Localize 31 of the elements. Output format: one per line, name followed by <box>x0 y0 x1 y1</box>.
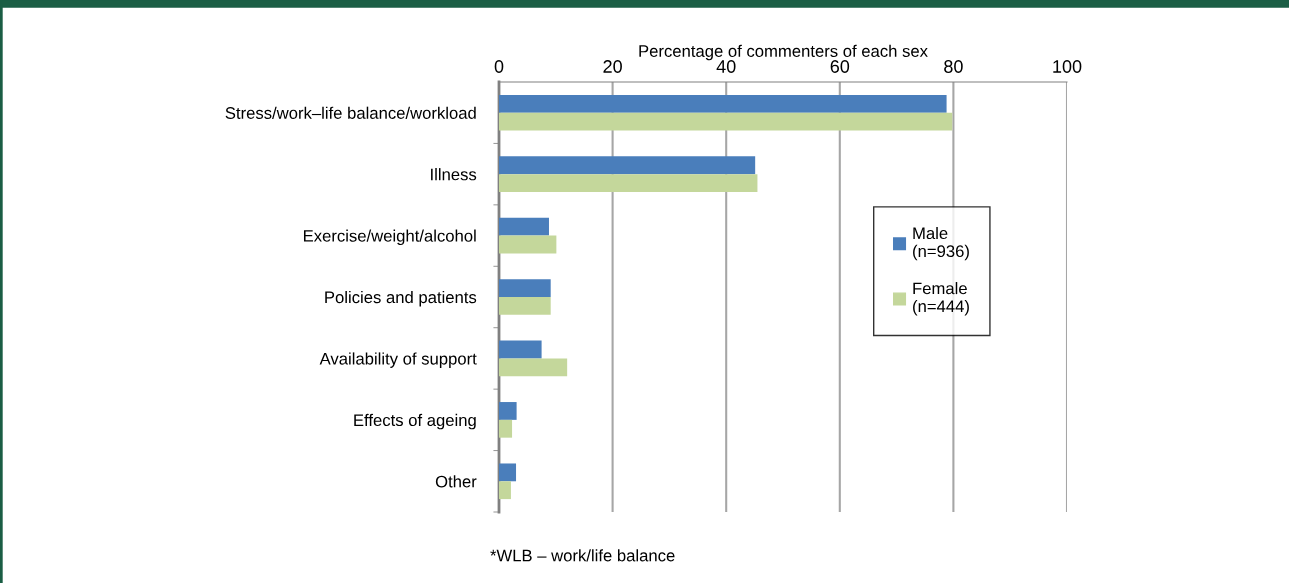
bar <box>499 174 758 192</box>
bar <box>499 481 511 500</box>
x-tick-label: 40 <box>716 60 736 73</box>
x-tick-label: 60 <box>830 60 850 73</box>
x-tick-label: 80 <box>944 60 963 73</box>
y-tick-label: Exercise/weight/alcohol <box>303 229 476 246</box>
legend-label: Female (n=444) <box>913 282 969 316</box>
bar <box>499 235 557 254</box>
text: *WLB – work/life balance <box>490 549 675 562</box>
x-tick-label: 0 <box>494 60 504 73</box>
bar <box>499 402 517 420</box>
x-axis-title: Percentage of commenters of each sex <box>639 44 928 61</box>
bar <box>499 358 568 377</box>
x-tick-label: 100 <box>1053 60 1082 73</box>
bar <box>499 279 551 297</box>
bar <box>499 463 517 482</box>
y-tick-label: Availability of support <box>319 352 477 368</box>
y-tick-label: Other <box>435 475 477 488</box>
bar <box>499 94 947 113</box>
legend-label: Male (n=936) <box>913 226 969 261</box>
y-tick-label: Policies and patients <box>325 290 477 307</box>
bar <box>499 217 549 236</box>
y-tick-label: Stress/work–life balance/workload <box>225 106 476 119</box>
y-tick-label: Effects of ageing <box>354 413 476 430</box>
y-tick-label: Illness <box>431 168 477 181</box>
bar <box>499 340 542 359</box>
bar <box>499 156 756 175</box>
bar <box>499 419 513 438</box>
x-tick-label: 20 <box>603 60 622 73</box>
bar <box>499 112 953 131</box>
bar <box>499 297 551 315</box>
